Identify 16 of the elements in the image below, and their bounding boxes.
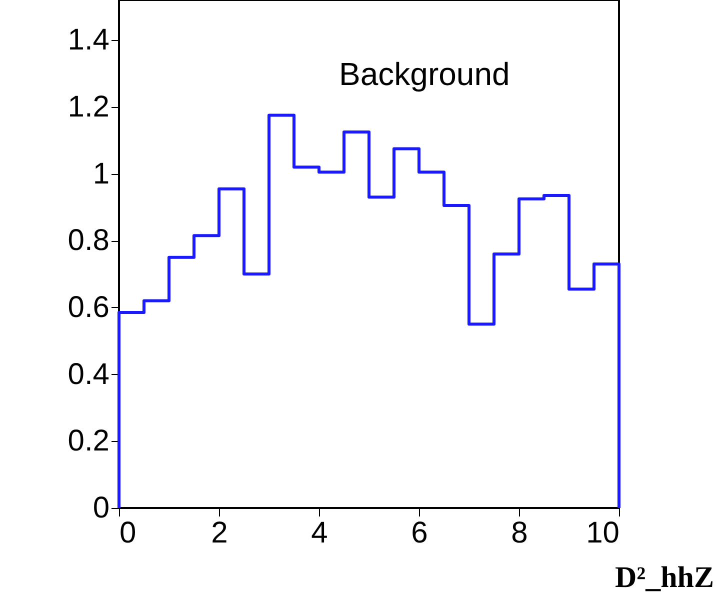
x-tick-label: 8 <box>511 516 528 550</box>
y-tick-label: 0.2 <box>68 424 110 458</box>
x-tick-label: 0 <box>120 516 136 550</box>
y-tick-label: 1.2 <box>68 90 110 124</box>
y-tick-label: 0 <box>92 492 110 524</box>
y-tick-label: 0.4 <box>68 358 110 391</box>
y-tick-label: 0.6 <box>68 290 110 324</box>
y-tick-label: 1 <box>92 157 110 190</box>
x-tick-label: 4 <box>311 516 328 550</box>
x-tick-label: 10 <box>586 516 620 550</box>
x-tick-label: 2 <box>211 516 228 550</box>
x-tick-label: 6 <box>411 516 428 550</box>
y-tick-label: 1.4 <box>68 24 110 57</box>
x-axis-title: D²_hhZ <box>614 561 714 594</box>
annotation: Background <box>339 56 510 92</box>
y-tick-label: 0.8 <box>68 224 110 258</box>
